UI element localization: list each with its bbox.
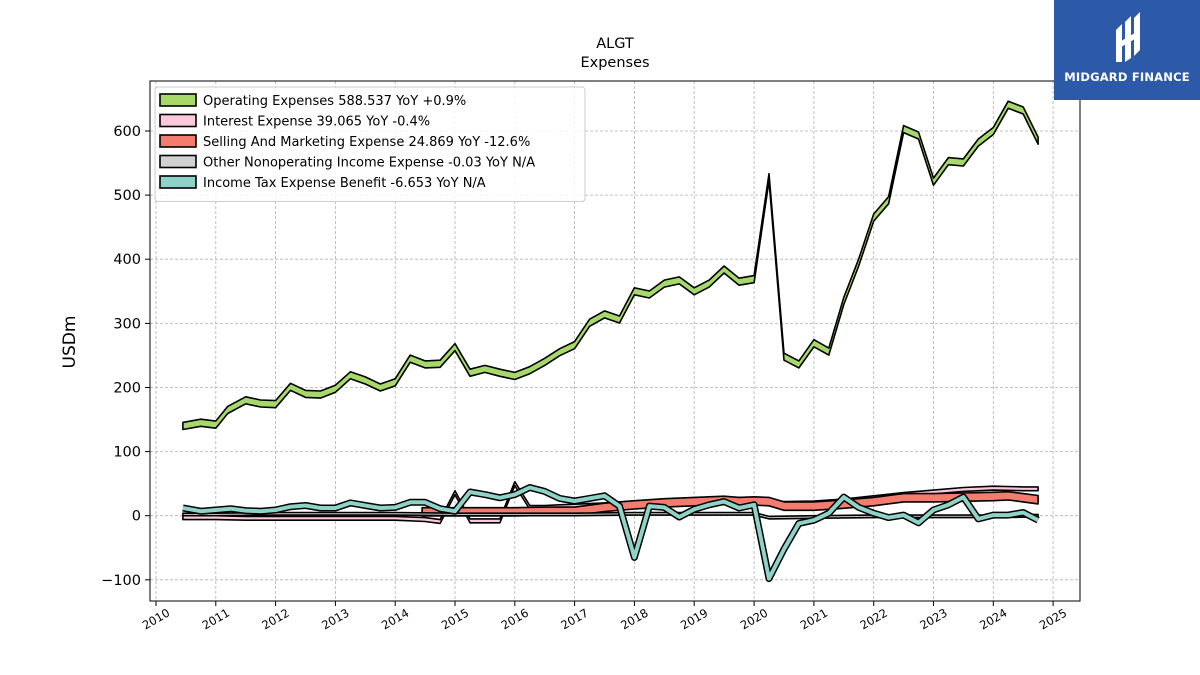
x-tick-label: 2013	[319, 606, 351, 633]
legend-label: Selling And Marketing Expense 24.869 YoY…	[203, 135, 530, 150]
x-tick-label: 2011	[200, 606, 232, 633]
x-tick-label: 2014	[379, 606, 411, 633]
x-tick-label: 2018	[618, 606, 650, 633]
x-tick-label: 2016	[499, 606, 531, 633]
brand-name: MIDGARD FINANCE	[1064, 70, 1190, 84]
legend-label: Other Nonoperating Income Expense -0.03 …	[203, 156, 535, 171]
legend-label: Interest Expense 39.065 YoY -0.4%	[203, 115, 430, 130]
x-tick-label: 2024	[977, 606, 1009, 633]
x-tick-label: 2010	[140, 606, 172, 633]
legend-label: Income Tax Expense Benefit -6.653 YoY N/…	[203, 176, 486, 191]
legend-box	[154, 86, 586, 202]
x-tick-label: 2020	[738, 606, 770, 633]
y-tick-label: 100	[113, 445, 141, 461]
x-tick-label: 2012	[259, 606, 291, 633]
y-tick-label: 600	[113, 124, 141, 140]
x-tick-label: 2023	[917, 606, 949, 633]
brand-logo: MIDGARD FINANCE	[1054, 0, 1200, 100]
chart-subtitle: Expenses	[580, 55, 649, 71]
legend-label: Operating Expenses 588.537 YoY +0.9%	[203, 94, 466, 109]
plot-frame	[149, 80, 1081, 602]
series-income-tax-expense-benefit	[182, 484, 1040, 583]
x-tick-label: 2019	[678, 606, 710, 633]
y-axis-label: USDm	[60, 316, 80, 369]
x-tick-label: 2025	[1037, 606, 1069, 633]
x-tick-label: 2022	[858, 606, 890, 633]
x-tick-label: 2021	[798, 606, 830, 633]
legend-swatch	[159, 113, 197, 128]
x-tick-label: 2015	[439, 606, 471, 633]
y-tick-label: 200	[113, 381, 141, 397]
midgard-logo-icon	[1116, 12, 1140, 62]
legend-swatch	[159, 134, 197, 148]
y-tick-label: −100	[101, 573, 141, 589]
series-operating-expenses	[182, 100, 1039, 431]
legend-swatch	[159, 93, 197, 107]
y-tick-label: 400	[113, 252, 141, 268]
y-tick-label: 500	[113, 188, 141, 204]
series-layer	[182, 100, 1040, 583]
y-tick-label: 0	[132, 509, 141, 525]
series-band	[182, 100, 1039, 431]
legend: Operating Expenses 588.537 YoY +0.9% Inte…	[154, 86, 586, 202]
legend-swatch	[159, 154, 197, 169]
x-tick-label: 2017	[558, 606, 590, 633]
series-line	[182, 485, 1040, 581]
y-tick-label: 300	[113, 316, 141, 332]
chart-title: ALGT	[596, 36, 634, 52]
legend-swatch	[159, 175, 197, 189]
